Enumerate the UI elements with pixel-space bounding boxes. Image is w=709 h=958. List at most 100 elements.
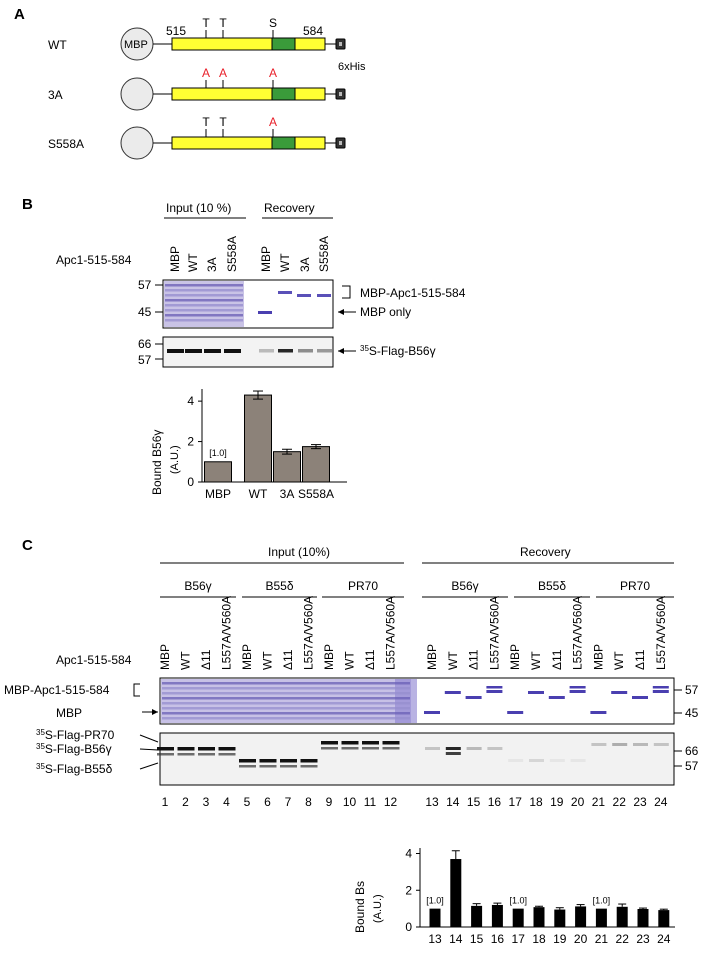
input-band <box>259 759 277 763</box>
group-label: B55δ <box>538 579 566 593</box>
lane-number: 21 <box>592 795 606 809</box>
bracket <box>342 285 351 299</box>
bar <box>273 451 301 483</box>
input-band <box>157 747 174 751</box>
lane-number: 16 <box>488 795 502 809</box>
site-residue: T <box>219 16 227 30</box>
protein-band <box>162 712 410 715</box>
recovery-band <box>445 752 461 755</box>
marker-66: 66 <box>685 744 699 758</box>
lane-label: MBP <box>425 644 439 670</box>
recovery-band <box>652 686 669 689</box>
x-tick-label: 24 <box>657 932 671 946</box>
protein-band <box>162 687 410 690</box>
bar <box>429 908 441 927</box>
arrow-line <box>139 762 159 770</box>
y-tick-label: 2 <box>405 883 412 897</box>
input-band <box>280 759 297 763</box>
recovery-band <box>569 690 586 693</box>
lane-number: 11 <box>364 795 377 809</box>
lane-label: WT <box>343 651 357 670</box>
protein-band <box>162 707 410 710</box>
x-tick-label: 20 <box>574 932 588 946</box>
input-band <box>218 753 236 756</box>
bar <box>575 906 587 927</box>
lane-number: 9 <box>326 795 333 809</box>
normalization-note: [1.0] <box>426 896 444 906</box>
panel-a-letter: A <box>14 6 25 23</box>
gel-edge-stain <box>395 679 417 723</box>
lane-label: Δ11 <box>199 649 213 670</box>
autorad-label: 35S-Flag-PR70 <box>36 728 115 742</box>
recovery-header: Recovery <box>520 545 571 559</box>
input-band <box>198 747 215 751</box>
x-tick-label: 15 <box>470 932 484 946</box>
recovery-band <box>528 691 544 694</box>
recovery-band <box>444 691 461 694</box>
marker-57: 57 <box>685 683 699 697</box>
recovery-band <box>507 711 524 714</box>
apc1-region <box>294 136 326 150</box>
bar <box>595 908 607 927</box>
lane-label: S558A <box>317 236 331 272</box>
marker-45: 45 <box>138 305 152 319</box>
lane-label: L557A/V560A <box>654 596 668 670</box>
protein-band <box>162 702 410 705</box>
x-tick-label: S558A <box>298 487 334 501</box>
autorad-gel <box>159 732 675 786</box>
arrow-line <box>139 734 159 743</box>
lane-label: Δ11 <box>550 649 564 670</box>
motif-region <box>271 136 296 150</box>
recovery-band <box>487 747 503 750</box>
input-band <box>321 747 338 750</box>
row-label: Apc1-515-584 <box>56 253 132 267</box>
input-band <box>341 741 359 745</box>
lane-label: Δ11 <box>633 649 647 670</box>
input-band <box>224 349 241 353</box>
marker-66: 66 <box>138 337 152 351</box>
autorad-label: 35S-Flag-B55δ <box>36 762 113 776</box>
lane-label: WT <box>529 651 543 670</box>
x-tick-label: WT <box>249 487 268 501</box>
autorad-label: 35S-Flag-B56γ <box>36 742 112 756</box>
construct-name: 3A <box>48 88 63 102</box>
recovery-band <box>570 759 586 762</box>
x-tick-label: 3A <box>280 487 295 501</box>
normalization-note: [1.0] <box>209 448 227 458</box>
lane-label: S558A <box>225 236 239 272</box>
x-tick-label: 21 <box>595 932 609 946</box>
lane-label: 3A <box>298 257 312 272</box>
recovery-band <box>591 743 607 746</box>
x-tick-label: 17 <box>512 932 526 946</box>
isotope-superscript: 35 <box>36 728 45 737</box>
recovery-band <box>259 349 274 353</box>
lane-label: MBP <box>240 644 254 670</box>
lane-number: 5 <box>244 795 251 809</box>
recovery-band <box>424 711 440 714</box>
band-label: MBP <box>56 706 82 720</box>
bar <box>491 904 503 927</box>
group-label: PR70 <box>348 579 378 593</box>
input-band <box>362 747 379 750</box>
autorad-label: 35S-Flag-B56γ <box>360 344 436 358</box>
arrow-head <box>338 309 344 315</box>
protein-band <box>162 717 410 720</box>
arrow-head <box>152 709 158 715</box>
protein-band <box>165 289 243 292</box>
recovery-band <box>466 747 482 750</box>
protein-band <box>165 309 243 312</box>
motif-region <box>271 87 296 101</box>
input-band <box>382 741 400 745</box>
apc1-region <box>294 87 326 101</box>
lane-number: 14 <box>446 795 460 809</box>
lane-number: 24 <box>654 795 668 809</box>
x-tick-label: 18 <box>532 932 546 946</box>
bar <box>471 905 483 927</box>
x-tick-label: 13 <box>428 932 442 946</box>
marker-57: 57 <box>685 759 699 773</box>
lane-label: MBP <box>158 644 172 670</box>
y-tick-label: 0 <box>187 475 194 489</box>
input-band <box>177 747 195 751</box>
